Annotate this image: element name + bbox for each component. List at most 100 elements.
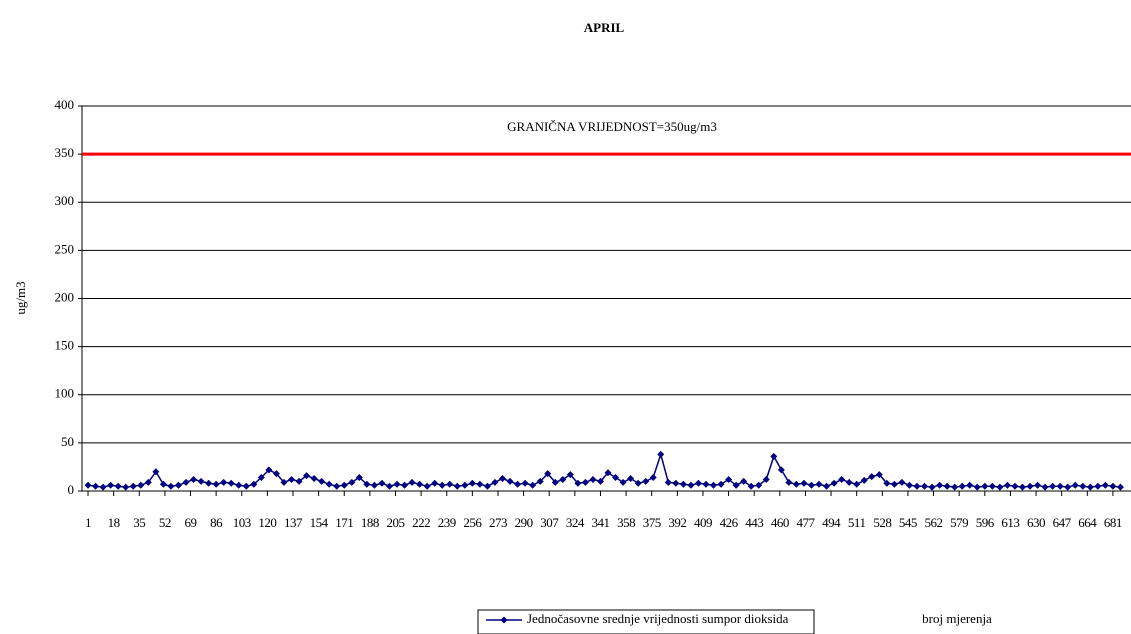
- data-point: [634, 479, 642, 487]
- data-point: [363, 480, 371, 488]
- chart-title: APRIL: [584, 20, 625, 35]
- data-point: [596, 477, 604, 485]
- x-tick-label: 579: [950, 515, 968, 530]
- x-tick-label: 239: [438, 515, 456, 530]
- data-point: [303, 472, 311, 480]
- data-point: [581, 478, 589, 486]
- data-point: [988, 482, 996, 490]
- y-tick-label: 250: [55, 241, 75, 256]
- data-point: [257, 474, 265, 482]
- x-tick-label: 205: [386, 515, 404, 530]
- data-point: [461, 481, 469, 489]
- data-point: [913, 482, 921, 490]
- x-tick-label: 409: [694, 515, 712, 530]
- x-tick-label: 613: [1001, 515, 1019, 530]
- legend-label: Jednočasovne srednje vrijednosti sumpor …: [527, 611, 789, 626]
- data-point: [589, 475, 597, 483]
- data-point: [770, 452, 778, 460]
- data-point: [272, 470, 280, 478]
- x-tick-label: 392: [668, 515, 686, 530]
- data-point: [182, 478, 190, 486]
- data-point: [898, 478, 906, 486]
- data-point: [491, 478, 499, 486]
- data-point: [483, 482, 491, 490]
- legend-box: [477, 609, 815, 634]
- y-tick-label: 300: [55, 193, 75, 208]
- data-point: [265, 466, 273, 474]
- x-tick-label: 188: [361, 515, 379, 530]
- data-point: [1094, 482, 1102, 490]
- data-point: [1064, 483, 1072, 491]
- data-point: [1011, 482, 1019, 490]
- data-point: [1034, 481, 1042, 489]
- data-point: [468, 479, 476, 487]
- data-point: [973, 483, 981, 491]
- data-point: [981, 482, 989, 490]
- data-point: [883, 479, 891, 487]
- data-point: [1086, 483, 1094, 491]
- data-point: [928, 483, 936, 491]
- y-tick-label: 0: [68, 482, 75, 497]
- data-point: [1018, 483, 1026, 491]
- data-point: [506, 477, 514, 485]
- x-tick-label: 596: [976, 515, 995, 530]
- data-point: [393, 480, 401, 488]
- data-point: [340, 481, 348, 489]
- data-point: [499, 474, 507, 482]
- data-point: [815, 480, 823, 488]
- x-tick-label: 256: [463, 515, 482, 530]
- data-point: [627, 474, 635, 482]
- data-point: [830, 479, 838, 487]
- data-point: [152, 468, 160, 476]
- series-line: [87, 451, 1121, 488]
- data-point: [1026, 482, 1034, 490]
- data-point: [544, 470, 552, 478]
- x-tick-label: 528: [873, 515, 891, 530]
- data-point: [672, 479, 680, 487]
- x-tick-label: 307: [540, 515, 559, 530]
- data-point: [619, 478, 627, 486]
- data-point: [702, 480, 710, 488]
- data-point: [823, 482, 831, 490]
- x-tick-label: 86: [210, 515, 223, 530]
- data-point: [521, 479, 529, 487]
- data-point: [401, 481, 409, 489]
- data-point: [325, 480, 333, 488]
- x-tick-label: 290: [515, 515, 533, 530]
- x-tick-label: 341: [591, 515, 609, 530]
- data-point: [476, 480, 484, 488]
- data-point: [159, 480, 167, 488]
- data-point: [453, 482, 461, 490]
- data-point: [732, 481, 740, 489]
- annotation: GRANIČNA VRIJEDNOST=350ug/m3: [507, 119, 717, 134]
- data-point: [287, 475, 295, 483]
- data-point: [1109, 482, 1117, 490]
- y-tick-label: 200: [55, 289, 75, 304]
- x-tick-label: 52: [159, 515, 171, 530]
- data-point: [559, 475, 567, 483]
- x-tick-label: 18: [108, 515, 120, 530]
- data-point: [1049, 482, 1057, 490]
- x-tick-label: 426: [720, 515, 739, 530]
- data-point: [868, 473, 876, 481]
- x-tick-label: 35: [133, 515, 145, 530]
- x-tick-label: 137: [284, 515, 303, 530]
- y-axis-label: ug/m3: [13, 281, 28, 314]
- data-point: [174, 481, 182, 489]
- data-point: [777, 466, 785, 474]
- data-point: [966, 481, 974, 489]
- data-point: [845, 478, 853, 486]
- data-point: [951, 483, 959, 491]
- x-tick-label: 511: [848, 515, 866, 530]
- data-point: [574, 479, 582, 487]
- x-tick-label: 171: [335, 515, 353, 530]
- data-point: [280, 478, 288, 486]
- data-point: [385, 482, 393, 490]
- data-point: [446, 480, 454, 488]
- data-point: [762, 475, 770, 483]
- data-point: [958, 482, 966, 490]
- y-tick-label: 150: [55, 338, 75, 353]
- data-point: [740, 477, 748, 485]
- x-tick-label: 69: [185, 515, 197, 530]
- x-tick-label: 630: [1027, 515, 1045, 530]
